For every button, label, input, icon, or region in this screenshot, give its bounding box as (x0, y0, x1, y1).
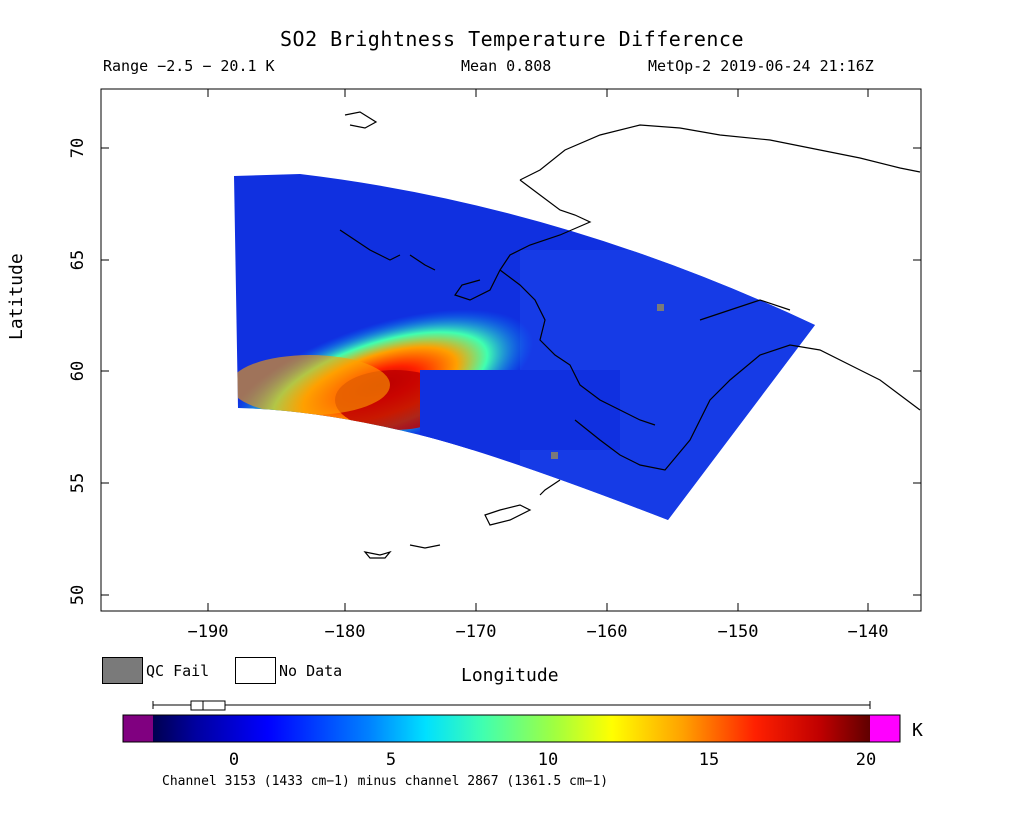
mean-text: Mean 0.808 (461, 57, 552, 75)
colorbar-tick-label: 0 (228, 750, 240, 770)
map-title: SO2 Brightness Temperature Difference (279, 27, 745, 51)
data-swath (234, 174, 815, 520)
qc-fail-label: QC Fail (146, 662, 210, 680)
y-tick-label: 65 (68, 249, 89, 271)
range-text: Range −2.5 − 20.1 K (103, 57, 275, 75)
channel-caption: Channel 3153 (1433 cm−1) minus channel 2… (162, 774, 609, 789)
colorbar-tick-label: 10 (537, 750, 559, 770)
x-tick-label: −170 (455, 622, 497, 642)
axis-ticks (101, 89, 921, 611)
colorbar-tick-label: 5 (385, 750, 397, 770)
y-tick-label: 55 (68, 472, 89, 494)
y-tick-label: 50 (68, 584, 89, 606)
y-tick-label: 60 (68, 360, 89, 382)
y-tick-label: 70 (68, 137, 89, 159)
qc-fail-swatch (102, 657, 143, 684)
no-data-label: No Data (279, 662, 343, 680)
x-tick-label: −180 (324, 622, 366, 642)
x-axis-label: Longitude (461, 665, 559, 686)
y-axis-label: Latitude (6, 253, 27, 340)
plot-frame (100, 88, 922, 612)
no-data-swatch (235, 657, 276, 684)
colorbar-tick-label: 15 (698, 750, 720, 770)
x-tick-label: −160 (586, 622, 628, 642)
colorbar (122, 700, 901, 743)
coastlines (339, 111, 921, 559)
x-tick-label: −150 (717, 622, 759, 642)
x-tick-label: −140 (847, 622, 889, 642)
colorbar-unit: K (912, 720, 923, 741)
qc-fail-pixel (551, 452, 558, 459)
x-tick-label: −190 (187, 622, 229, 642)
satellite-time-text: MetOp-2 2019-06-24 21:16Z (648, 57, 874, 75)
colorbar-tick-label: 20 (855, 750, 877, 770)
qc-fail-pixel (657, 304, 664, 311)
